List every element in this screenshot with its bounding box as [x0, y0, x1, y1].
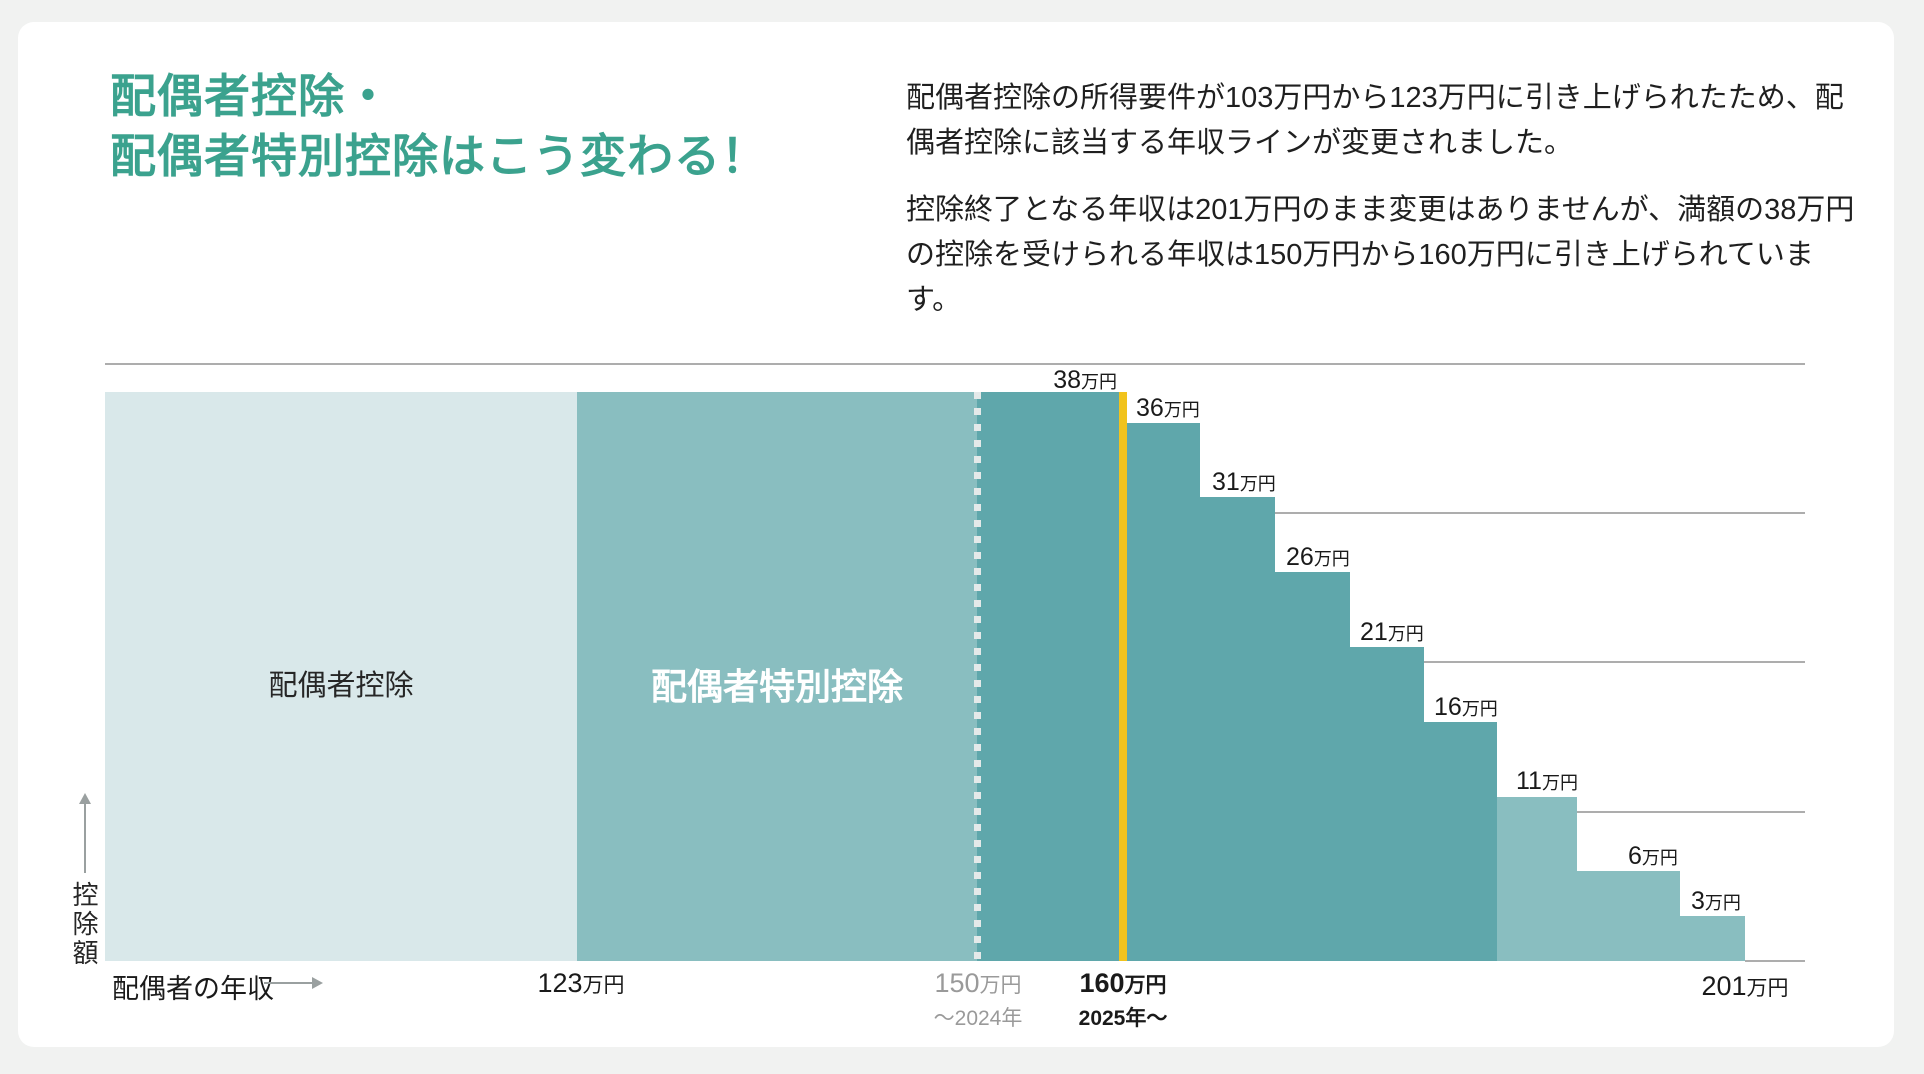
x-tick-150man-sublabel: 〜2024年 — [933, 1007, 1023, 1030]
block-special-deduction-123-150 — [577, 392, 977, 961]
gridline-0man — [1745, 960, 1805, 962]
x-tick-201man: 201万円 — [1701, 971, 1789, 1001]
x-tick-123man: 123万円 — [537, 968, 625, 998]
page-title: 配偶者控除・ 配偶者特別控除はこう変わる！ — [110, 66, 768, 186]
y-axis-arrow-icon — [79, 793, 91, 804]
x-tick-160man-sublabel: 2025年〜 — [1078, 1007, 1168, 1030]
step-11man — [1497, 797, 1577, 961]
step-6man — [1577, 871, 1680, 961]
gridline-20man — [1424, 661, 1805, 663]
yellow-line-160man-2025 — [1119, 392, 1127, 961]
y-axis-title: 控除額 — [69, 881, 99, 968]
gridline-40man — [105, 363, 1805, 365]
gridline-10man — [1577, 811, 1805, 813]
step-16man — [1424, 722, 1497, 961]
step-26man — [1275, 572, 1350, 961]
step-3man — [1680, 916, 1745, 961]
step-31man — [1200, 497, 1275, 961]
intro-paragraph-2: 控除終了となる年収は201万円のまま変更はありませんが、満額の38万円の控除を受… — [906, 194, 1855, 316]
value-label-31man: 31万円 — [1212, 468, 1276, 496]
gridline-30man — [1275, 512, 1805, 514]
value-label-36man: 36万円 — [1136, 394, 1200, 422]
y-axis-arrow-line — [84, 803, 86, 873]
step-21man — [1350, 647, 1424, 961]
value-label-3man: 3万円 — [1691, 887, 1741, 915]
value-label-26man: 26万円 — [1286, 543, 1350, 571]
step-36man — [1127, 423, 1200, 961]
x-axis-arrow-icon — [312, 977, 323, 989]
intro-text: 配偶者控除の所得要件が103万円から123万円に引き上げられたため、配偶者控除に… — [906, 76, 1864, 323]
page-title-line1: 配偶者控除・ — [110, 70, 392, 122]
block-spousal-deduction — [105, 392, 577, 961]
intro-paragraph-1: 配偶者控除の所得要件が103万円から123万円に引き上げられたため、配偶者控除に… — [906, 82, 1844, 159]
value-label-11man: 11万円 — [1516, 767, 1578, 795]
x-axis-arrow-line — [264, 982, 314, 984]
region-label-special-deduction: 配偶者特別控除 — [650, 666, 903, 707]
page-title-line2: 配偶者特別控除はこう変わる！ — [110, 130, 768, 182]
region-label-spousal-deduction: 配偶者控除 — [268, 670, 414, 702]
block-special-deduction-150-160 — [977, 392, 1127, 961]
value-label-21man: 21万円 — [1360, 618, 1424, 646]
x-tick-160man-from-2025: 160万円 2025年〜 — [1023, 968, 1223, 1032]
value-label-16man: 16万円 — [1434, 693, 1498, 721]
value-label-38man: 38万円 — [1053, 366, 1117, 394]
x-tick-150man-until-2024: 150万円 〜2024年 — [878, 968, 1078, 1032]
value-label-6man: 6万円 — [1628, 842, 1678, 870]
dotted-line-150man-2024 — [974, 392, 981, 961]
x-axis-title: 配偶者の年収 — [112, 974, 274, 1004]
